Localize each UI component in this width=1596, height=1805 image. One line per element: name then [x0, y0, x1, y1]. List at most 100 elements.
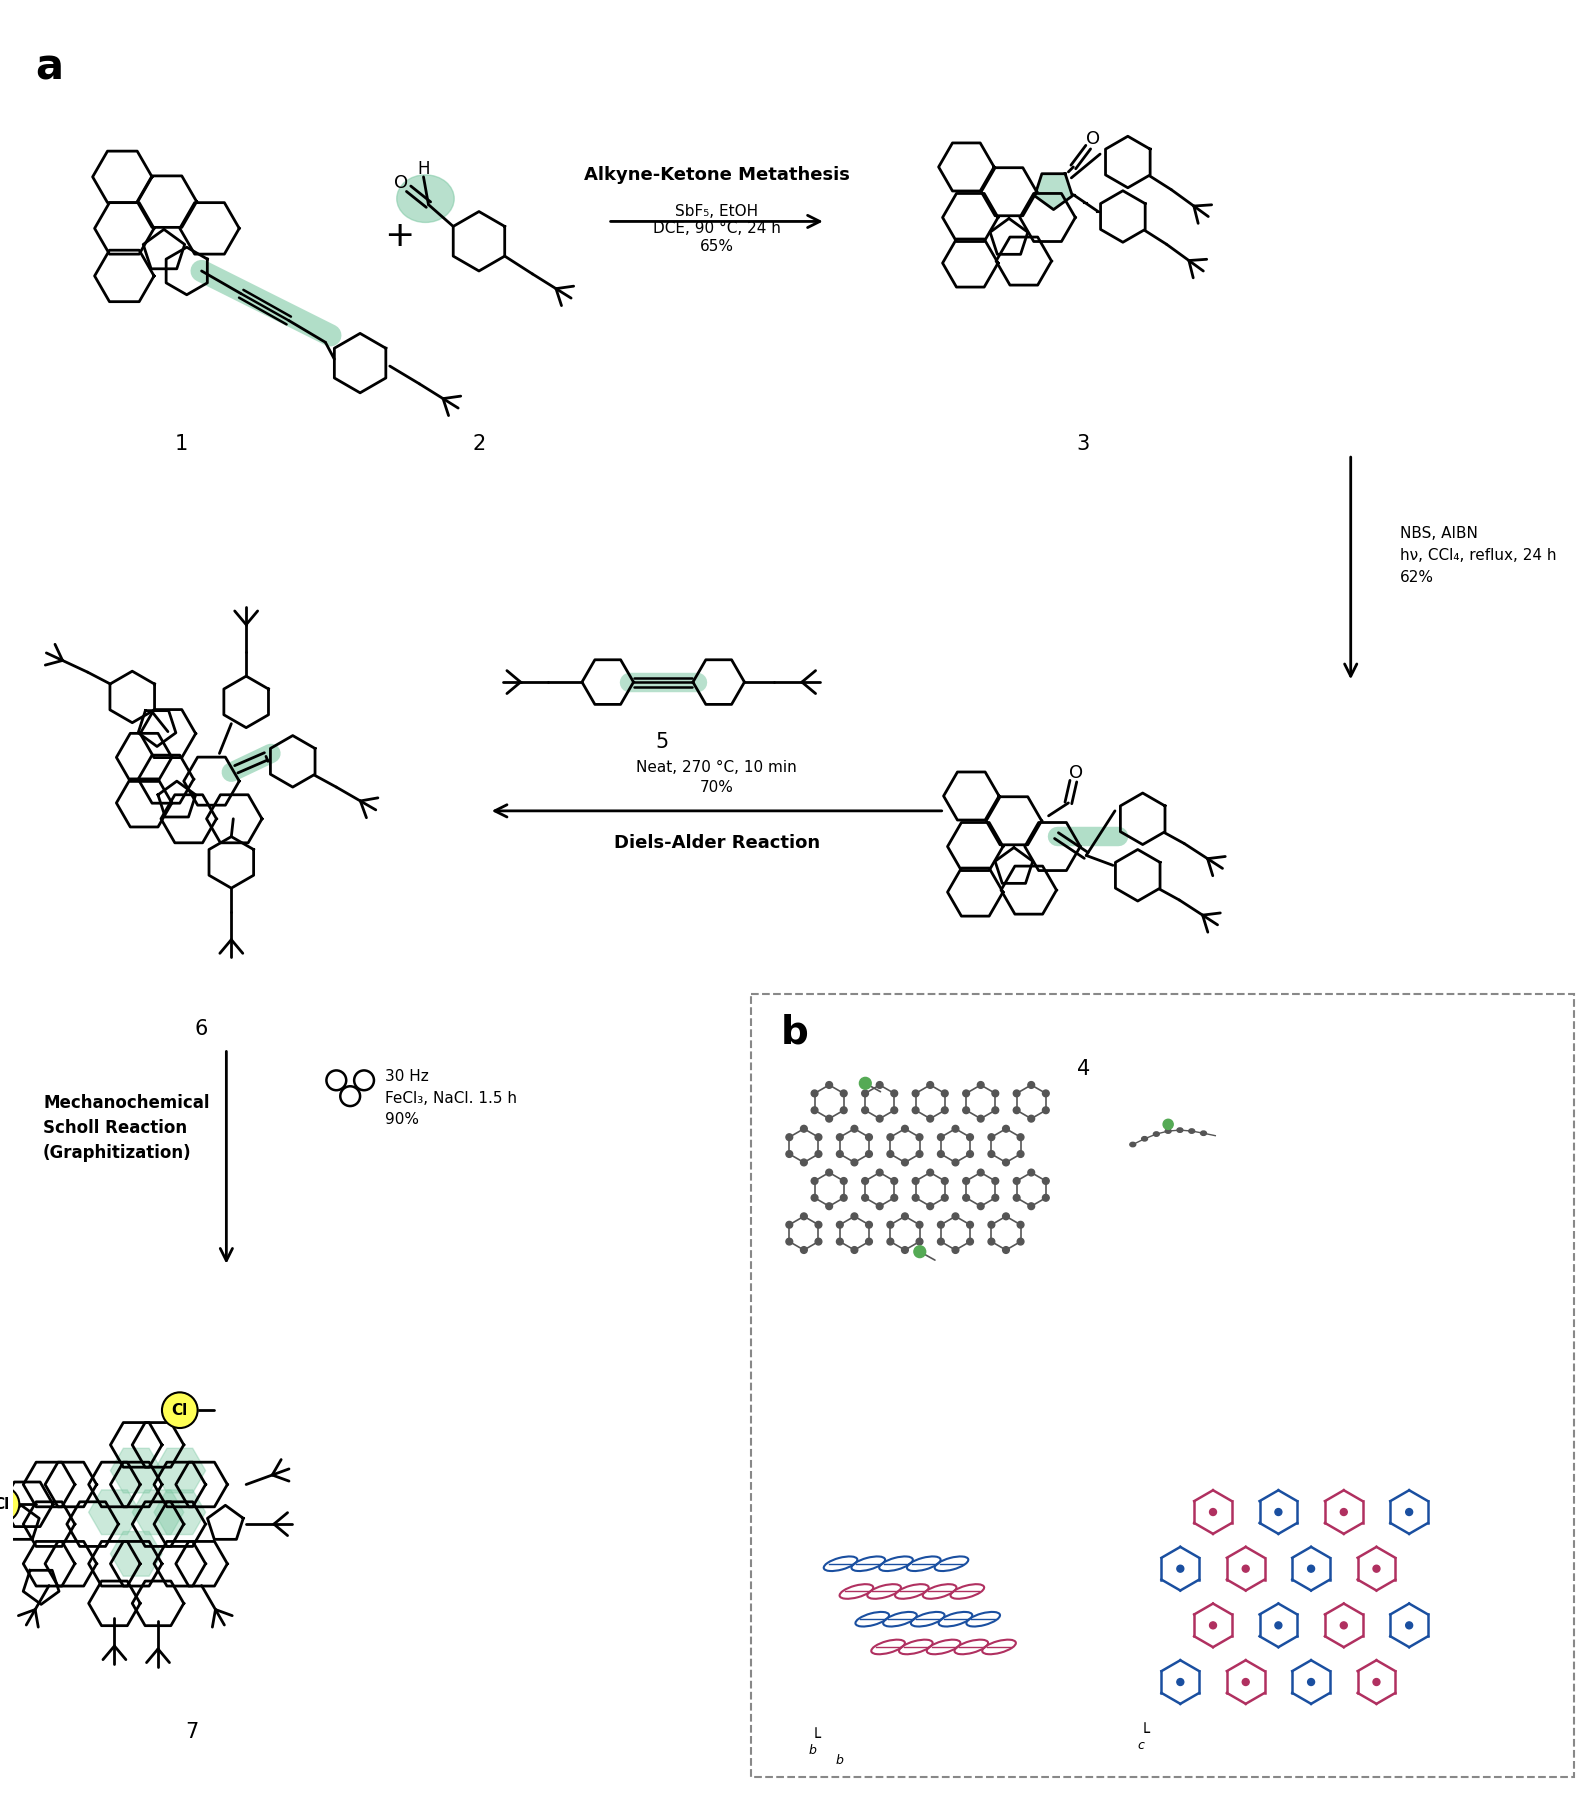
Ellipse shape: [841, 1195, 847, 1200]
Text: O: O: [1069, 764, 1084, 782]
Ellipse shape: [1154, 1132, 1159, 1137]
Ellipse shape: [977, 1081, 985, 1088]
Ellipse shape: [913, 1090, 919, 1097]
Text: Alkyne-Ketone Metathesis: Alkyne-Ketone Metathesis: [584, 166, 849, 184]
Ellipse shape: [851, 1213, 857, 1220]
Ellipse shape: [977, 1115, 985, 1123]
Ellipse shape: [891, 1195, 897, 1200]
Ellipse shape: [841, 1106, 847, 1114]
Circle shape: [1210, 1509, 1216, 1516]
Text: Neat, 270 °C, 10 min: Neat, 270 °C, 10 min: [637, 760, 796, 774]
Ellipse shape: [1013, 1106, 1020, 1114]
Text: 7: 7: [185, 1722, 198, 1742]
Ellipse shape: [887, 1150, 894, 1157]
Bar: [752, 995, 1574, 1776]
Ellipse shape: [862, 1106, 868, 1114]
Ellipse shape: [876, 1202, 883, 1209]
Ellipse shape: [977, 1202, 985, 1209]
Circle shape: [1341, 1623, 1347, 1628]
Ellipse shape: [927, 1202, 934, 1209]
Circle shape: [161, 1392, 198, 1428]
Ellipse shape: [851, 1125, 857, 1132]
Ellipse shape: [1017, 1238, 1025, 1245]
Text: FeCl₃, NaCl. 1.5 h: FeCl₃, NaCl. 1.5 h: [385, 1090, 517, 1106]
Ellipse shape: [1176, 1128, 1183, 1132]
Text: b: b: [809, 1744, 817, 1756]
Text: b: b: [780, 1014, 809, 1052]
Ellipse shape: [825, 1115, 833, 1123]
Text: hν, CCl₄, reflux, 24 h: hν, CCl₄, reflux, 24 h: [1400, 547, 1556, 563]
Ellipse shape: [967, 1222, 974, 1227]
Ellipse shape: [962, 1106, 969, 1114]
Ellipse shape: [1002, 1213, 1009, 1220]
Ellipse shape: [865, 1134, 873, 1141]
Text: Mechanochemical
Scholl Reaction
(Graphitization): Mechanochemical Scholl Reaction (Graphit…: [43, 1094, 209, 1162]
Ellipse shape: [876, 1170, 883, 1175]
Ellipse shape: [816, 1150, 822, 1157]
Circle shape: [1373, 1679, 1381, 1686]
Circle shape: [1275, 1623, 1282, 1628]
Ellipse shape: [916, 1150, 922, 1157]
Ellipse shape: [862, 1090, 868, 1097]
Ellipse shape: [942, 1090, 948, 1097]
Ellipse shape: [993, 1177, 999, 1184]
Circle shape: [1210, 1623, 1216, 1628]
Ellipse shape: [876, 1081, 883, 1088]
Ellipse shape: [1013, 1177, 1020, 1184]
Ellipse shape: [916, 1134, 922, 1141]
Circle shape: [1176, 1679, 1184, 1686]
Ellipse shape: [902, 1213, 908, 1220]
Ellipse shape: [836, 1150, 843, 1157]
Ellipse shape: [913, 1177, 919, 1184]
Ellipse shape: [891, 1090, 897, 1097]
Ellipse shape: [942, 1106, 948, 1114]
Ellipse shape: [1002, 1159, 1009, 1166]
Ellipse shape: [902, 1247, 908, 1253]
Ellipse shape: [836, 1134, 843, 1141]
Circle shape: [1275, 1509, 1282, 1516]
Ellipse shape: [1028, 1115, 1034, 1123]
Ellipse shape: [841, 1177, 847, 1184]
Text: O: O: [394, 173, 407, 191]
Ellipse shape: [962, 1090, 969, 1097]
Ellipse shape: [816, 1134, 822, 1141]
Ellipse shape: [962, 1177, 969, 1184]
Ellipse shape: [913, 1106, 919, 1114]
Ellipse shape: [865, 1238, 873, 1245]
Ellipse shape: [811, 1090, 817, 1097]
Circle shape: [1307, 1679, 1315, 1686]
Circle shape: [915, 1245, 926, 1258]
Ellipse shape: [825, 1170, 833, 1175]
Circle shape: [1176, 1565, 1184, 1572]
Text: 6: 6: [195, 1018, 209, 1040]
Ellipse shape: [841, 1090, 847, 1097]
Ellipse shape: [862, 1195, 868, 1200]
Ellipse shape: [977, 1170, 985, 1175]
Ellipse shape: [816, 1222, 822, 1227]
Circle shape: [1242, 1565, 1250, 1572]
Ellipse shape: [902, 1159, 908, 1166]
Ellipse shape: [1165, 1128, 1171, 1134]
Ellipse shape: [988, 1134, 994, 1141]
Ellipse shape: [811, 1177, 817, 1184]
Ellipse shape: [1042, 1090, 1049, 1097]
Ellipse shape: [1028, 1081, 1034, 1088]
Text: Cl: Cl: [172, 1402, 188, 1417]
Text: 2: 2: [472, 435, 485, 455]
Polygon shape: [110, 1531, 161, 1576]
Ellipse shape: [811, 1106, 817, 1114]
Ellipse shape: [1028, 1202, 1034, 1209]
Ellipse shape: [887, 1222, 894, 1227]
Text: NBS, AIBN: NBS, AIBN: [1400, 525, 1478, 542]
Ellipse shape: [953, 1247, 959, 1253]
Polygon shape: [155, 1489, 206, 1534]
Text: H: H: [417, 161, 429, 179]
Ellipse shape: [1189, 1128, 1195, 1134]
Text: 4: 4: [1077, 1058, 1090, 1079]
Ellipse shape: [785, 1238, 793, 1245]
Text: O: O: [1087, 130, 1100, 148]
Ellipse shape: [785, 1222, 793, 1227]
Text: DCE, 90 °C, 24 h: DCE, 90 °C, 24 h: [653, 220, 780, 236]
Ellipse shape: [887, 1134, 894, 1141]
Ellipse shape: [1017, 1134, 1025, 1141]
